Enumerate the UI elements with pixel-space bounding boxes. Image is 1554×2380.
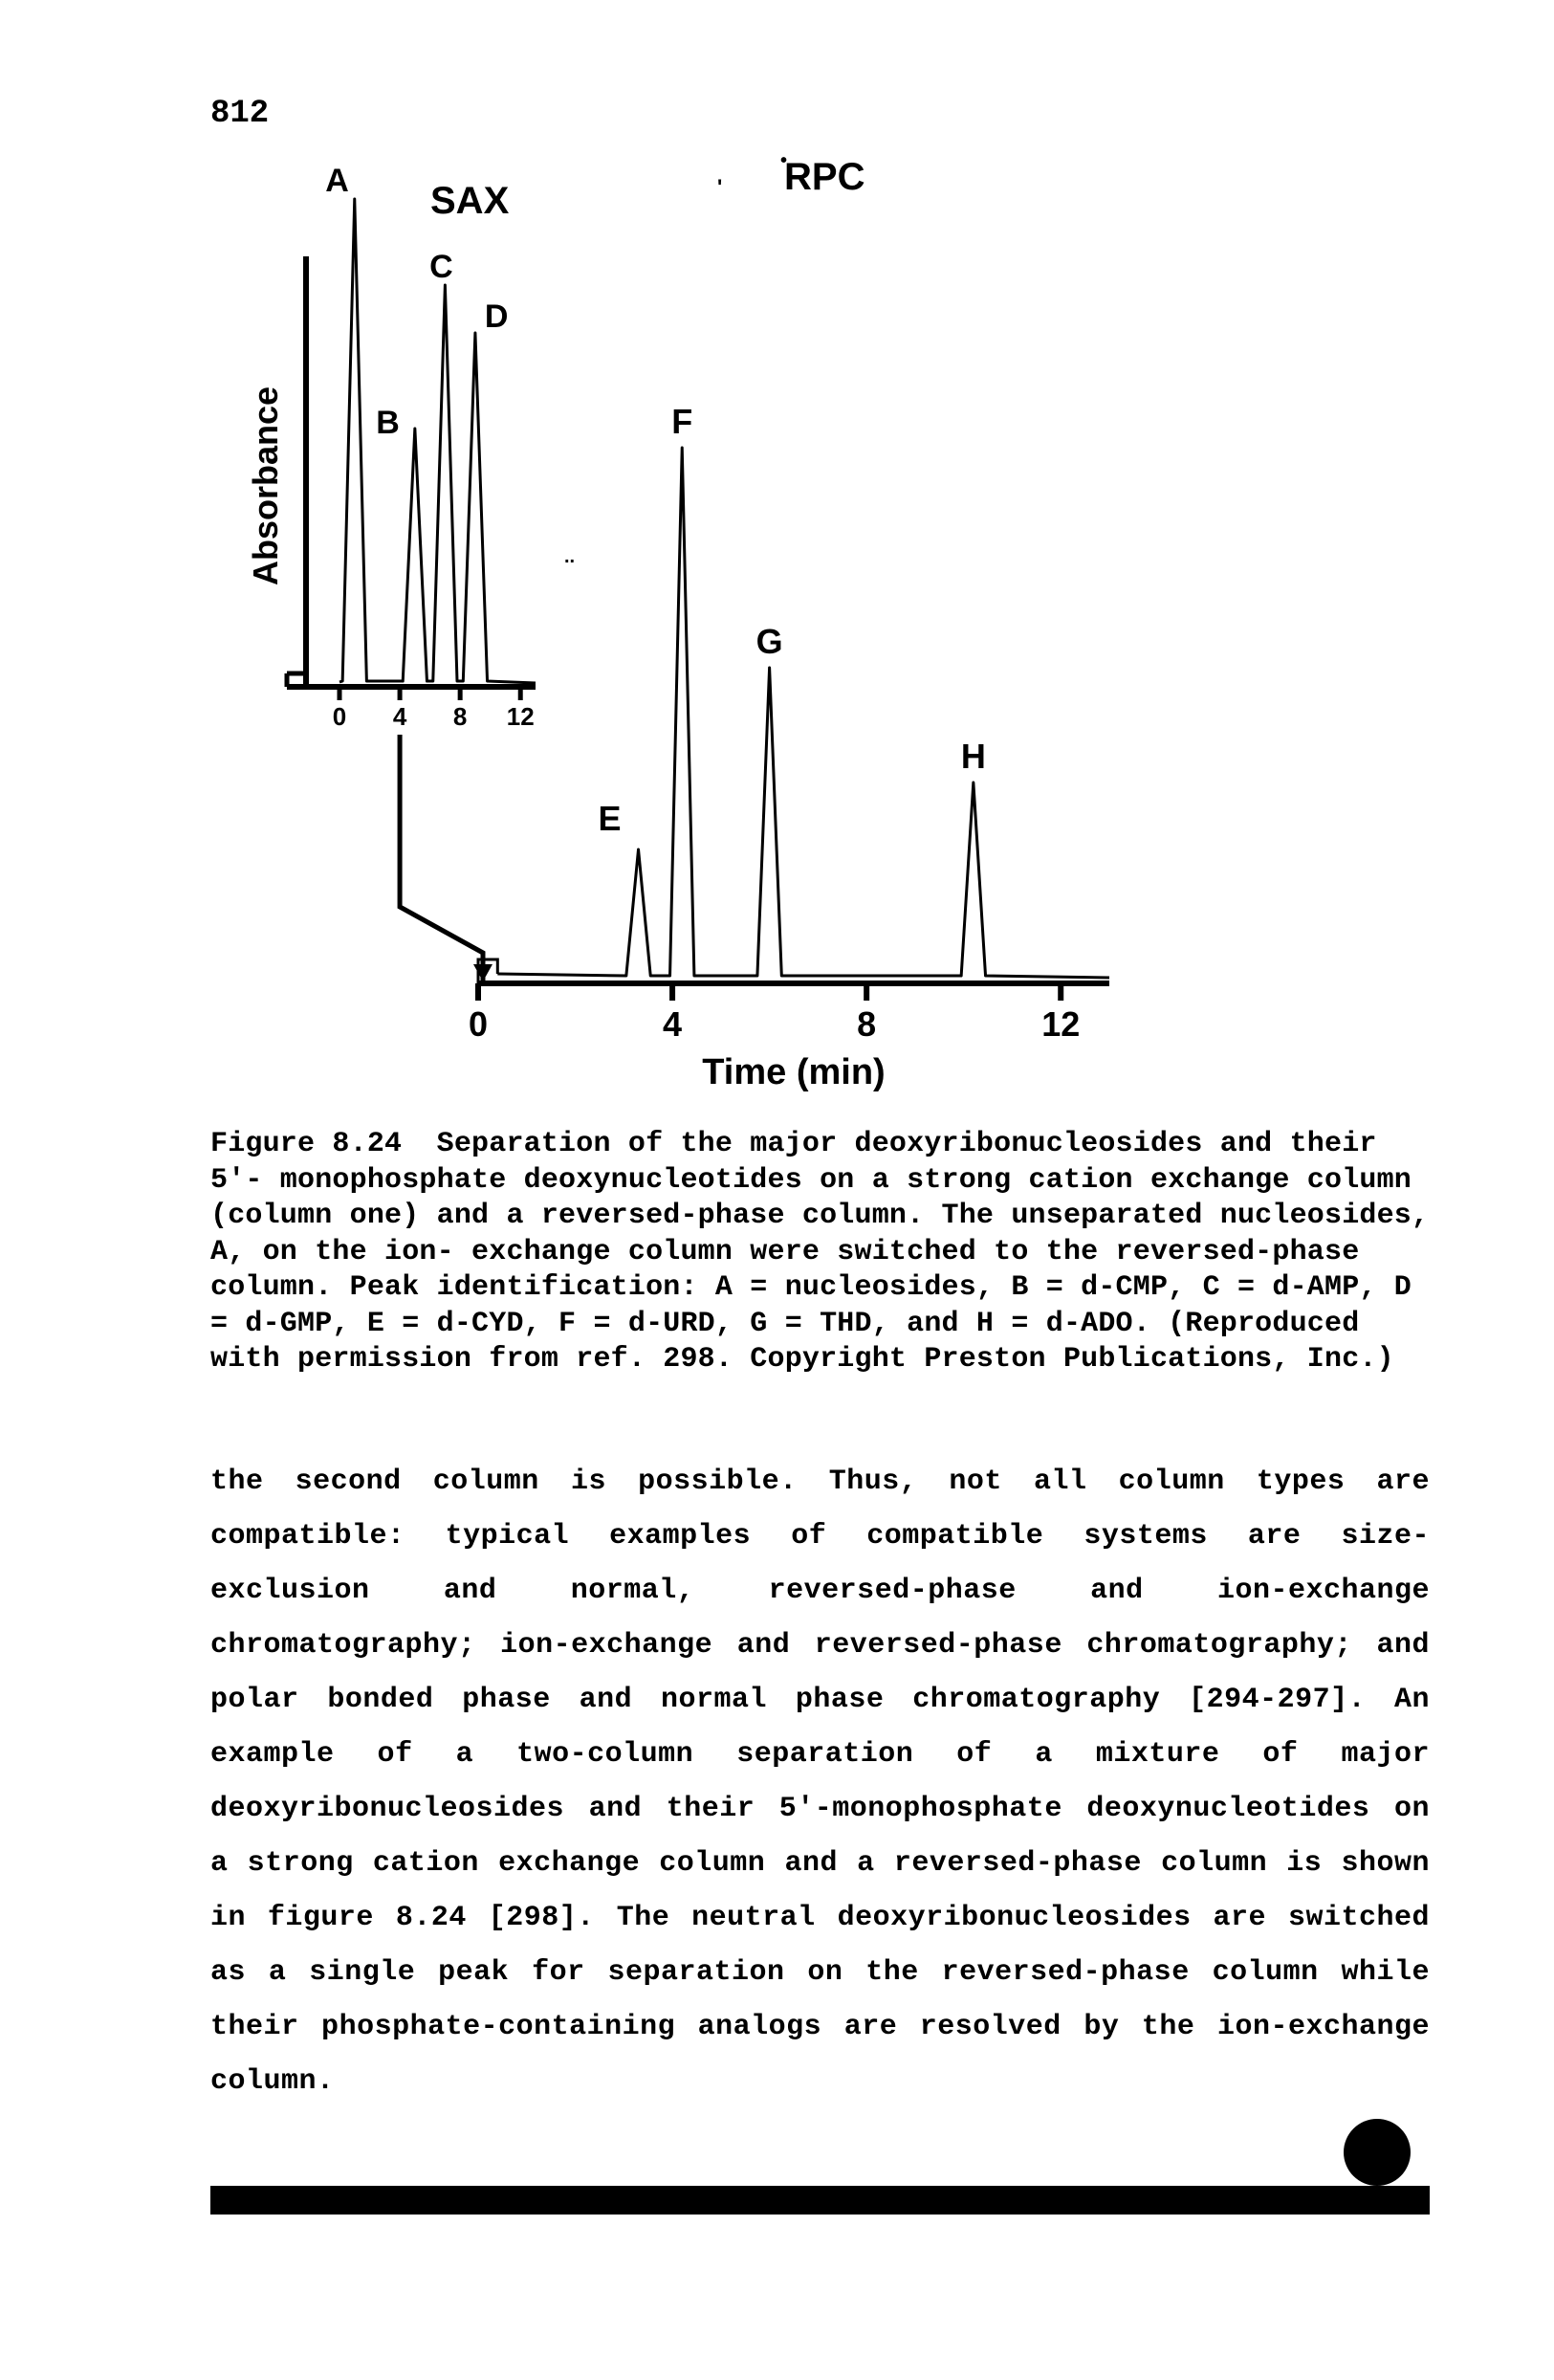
- page-bottom-bar: [210, 2186, 1430, 2215]
- page-number: 812: [210, 96, 1430, 132]
- peak-label: B: [376, 405, 400, 441]
- caption-body: Separation of the major deoxyribonucleos…: [210, 1128, 1429, 1376]
- switch-arrowhead: [473, 964, 492, 981]
- peak-label: A: [325, 163, 349, 199]
- body-paragraph: the second column is possible. Thus, not…: [210, 1455, 1430, 2109]
- rpc-label: RPC: [784, 156, 865, 198]
- switch-arrow: [400, 735, 483, 981]
- page-marker-dot: [1344, 2119, 1411, 2186]
- caption-prefix: Figure 8.24: [210, 1128, 402, 1160]
- x-axis-label: Time (min): [702, 1052, 885, 1092]
- peak-label: E: [599, 799, 622, 838]
- sax-label: SAX: [430, 180, 510, 222]
- peak-label: H: [961, 737, 986, 776]
- stray-mark: ..: [564, 546, 575, 567]
- main-tick-label: 8: [857, 1004, 876, 1044]
- inset-tick-label: 0: [333, 702, 346, 731]
- peak-label: G: [756, 622, 783, 661]
- inset-tick-label: 8: [453, 702, 467, 731]
- peak-label: F: [671, 402, 692, 441]
- stray-mark: ': [717, 175, 722, 199]
- y-axis-label: Absorbance: [249, 386, 285, 585]
- figure-caption: Figure 8.24 Separation of the major deox…: [210, 1127, 1430, 1378]
- inset-tick-label: 4: [393, 702, 407, 731]
- main-tick-label: 4: [663, 1004, 682, 1044]
- peak-label: D: [485, 298, 509, 335]
- main-tick-label: 12: [1041, 1004, 1080, 1044]
- page: 812 04812Time (min)EFGHRPC•'04812ABCDSAX…: [0, 0, 1554, 2291]
- main-tick-label: 0: [469, 1004, 488, 1044]
- peak-label: C: [429, 249, 453, 285]
- chromatogram-figure: 0 4 8 12 Time (min) E F G H RPC• ' 0 4 8 12 A B CD SAX Abso…: [249, 142, 1167, 1098]
- inset-tick-label: 12: [507, 702, 535, 731]
- rpc-accent: •: [780, 150, 787, 171]
- rpc-trace: [497, 448, 1109, 978]
